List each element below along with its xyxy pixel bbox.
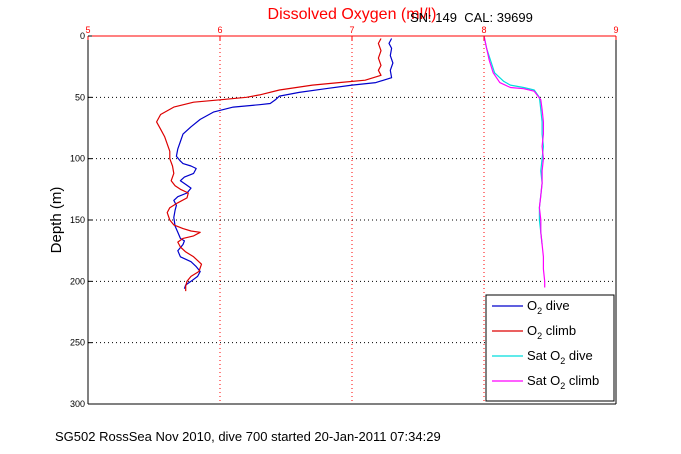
legend-box <box>485 294 615 402</box>
dive-caption: SG502 RossSea Nov 2010, dive 700 started… <box>55 429 441 444</box>
x-tick-label: 5 <box>85 25 90 35</box>
y-tick-label: 0 <box>80 31 85 41</box>
legend-label: Sat O2 dive <box>527 348 593 366</box>
series-group <box>156 35 546 292</box>
x-tick-label: 6 <box>217 25 222 35</box>
series-line-o2-climb <box>156 38 382 292</box>
y-axis-label: Depth (m) <box>48 187 65 254</box>
legend-label: O2 climb <box>527 323 576 341</box>
y-tick-label: 50 <box>75 92 85 102</box>
chart-title: Dissolved Oxygen (ml/l) <box>268 6 437 23</box>
legend: O2 dive O2 climb Sat O2 dive Sat O2 climb <box>485 294 615 402</box>
y-tick-label: 150 <box>70 215 85 225</box>
axis-ticks: 5 6 7 8 9 0 50 100 150 200 250 300 <box>70 25 619 409</box>
y-tick-label: 300 <box>70 399 85 409</box>
y-tick-label: 100 <box>70 154 85 164</box>
x-tick-label: 8 <box>481 25 486 35</box>
sensor-annotation: SN: 149 CAL: 39699 <box>410 10 533 25</box>
y-tick-label: 200 <box>70 276 85 286</box>
legend-label: Sat O2 climb <box>527 373 599 391</box>
x-tick-label: 9 <box>613 25 618 35</box>
legend-label: O2 dive <box>527 298 570 316</box>
x-tick-label: 7 <box>349 25 354 35</box>
y-tick-label: 250 <box>70 338 85 348</box>
series-line-sat-o2-climb <box>483 35 546 288</box>
